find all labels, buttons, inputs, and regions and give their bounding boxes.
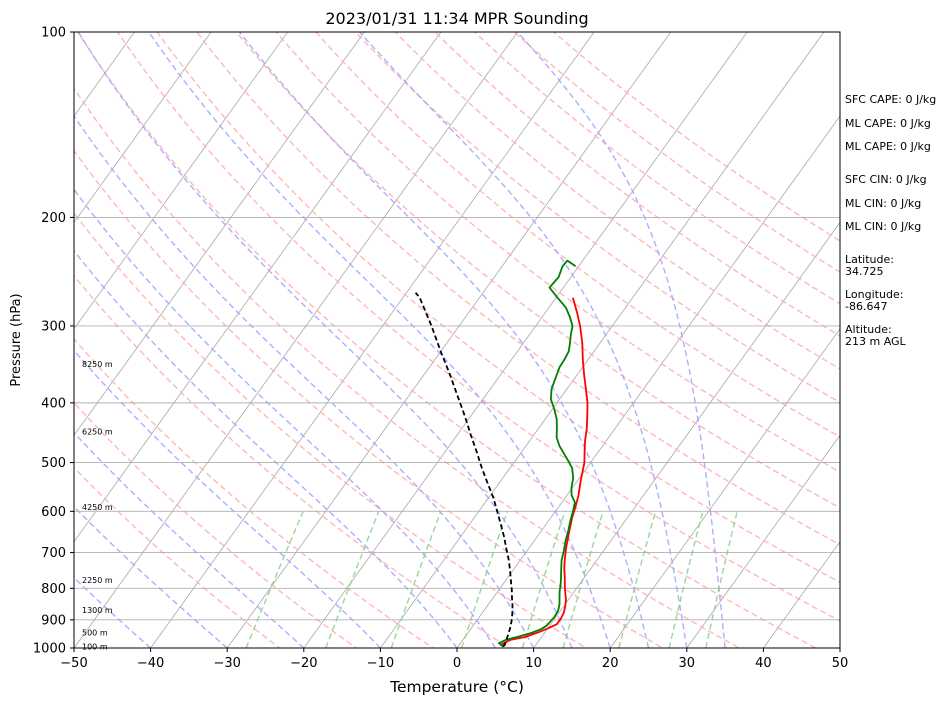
isotherm-line <box>907 18 946 661</box>
moist-adiabat-line <box>74 431 305 648</box>
height-label: 100 m <box>82 643 108 652</box>
moist-adiabat-line <box>238 32 650 648</box>
isotherm-line <box>762 540 840 648</box>
x-tick-label: −30 <box>213 656 240 671</box>
x-tick-label: −40 <box>137 656 164 671</box>
y-tick-label: 100 <box>41 26 66 41</box>
x-tick-label: −20 <box>290 656 317 671</box>
chart-title: 2023/01/31 11:34 MPR Sounding <box>325 9 588 28</box>
isotherm-line <box>303 32 748 648</box>
mixing-ratio-line <box>618 511 657 648</box>
moist-adiabat-line <box>74 249 458 648</box>
height-label: 4250 m <box>82 503 113 512</box>
x-tick-label: 30 <box>679 656 696 671</box>
isotherm-line <box>74 32 212 224</box>
x-tick-label: 0 <box>453 656 461 671</box>
x-tick-label: 20 <box>602 656 619 671</box>
moist-adiabat-line <box>359 32 688 648</box>
sfc-cape-label: SFC CAPE: 0 J/kg <box>845 93 937 106</box>
height-label: 6250 m <box>82 427 113 436</box>
temperature-line <box>501 297 589 648</box>
dry-adiabat-line <box>74 337 435 648</box>
dry-adiabat-line <box>196 32 840 546</box>
dry-adiabat-line <box>74 466 281 648</box>
height-label: 1300 m <box>82 606 113 615</box>
mixing-ratio-line <box>325 511 380 648</box>
longitude-label: Longitude: -86.647 <box>845 288 904 313</box>
dry-adiabat-line <box>74 212 588 648</box>
parcel-line <box>414 292 514 648</box>
y-tick-label: 600 <box>41 505 66 520</box>
isotherm-line <box>74 32 519 648</box>
dry-adiabat-line <box>74 149 665 648</box>
ml-cin-label: ML CIN: 0 J/kg <box>845 197 922 210</box>
isotherm-line <box>533 221 840 648</box>
plot-frame <box>73 31 841 649</box>
latitude-label: Latitude: 34.725 <box>845 253 894 278</box>
isotherm-line <box>74 32 365 436</box>
moist-adiabat-line <box>148 32 611 648</box>
moist-adiabat-line <box>74 114 535 648</box>
x-axis-label: Temperature (°C) <box>389 678 524 696</box>
height-labels: 8250 m 6250 m 4250 m 2250 m 1300 m 500 m 100 m <box>82 360 113 652</box>
x-tick-label: 50 <box>832 656 849 671</box>
mixing-ratio-line <box>390 511 442 648</box>
isotherm-line <box>74 32 289 330</box>
y-axis-ticks: 100 200 300 400 500 600 700 800 900 1000 <box>33 26 74 657</box>
moist-adiabat-line <box>516 32 726 648</box>
isotherm-line <box>456 115 840 648</box>
moist-adiabat-line <box>77 32 573 648</box>
moist-adiabat-line <box>74 349 381 648</box>
dry-adiabat-line <box>156 32 840 584</box>
isotherm-line <box>609 328 840 648</box>
x-tick-label: 40 <box>755 656 772 671</box>
mu-cape-label: ML CAPE: 0 J/kg <box>845 140 931 153</box>
x-axis-ticks: −50 −40 −30 −20 −10 0 10 20 30 40 50 <box>60 648 848 671</box>
y-tick-label: 800 <box>41 582 66 597</box>
dry-adiabat-line <box>433 32 840 337</box>
y-tick-label: 400 <box>41 396 66 411</box>
background-lines <box>74 18 946 661</box>
isotherm-line <box>226 32 672 648</box>
isotherm-line <box>150 32 595 648</box>
y-tick-label: 500 <box>41 456 66 471</box>
pressure-grid <box>74 32 840 648</box>
profile-lines <box>414 259 589 648</box>
mixing-ratio-line <box>245 511 304 648</box>
y-tick-label: 1000 <box>33 642 66 657</box>
mu-cin-label: ML CIN: 0 J/kg <box>845 220 922 233</box>
mixing-ratio-line <box>668 511 704 648</box>
dry-adiabat-line <box>76 32 818 648</box>
dewpoint-line <box>497 259 577 648</box>
x-tick-label: −10 <box>367 656 394 671</box>
y-tick-label: 300 <box>41 319 66 334</box>
height-label: 500 m <box>82 629 108 638</box>
dry-adiabat-line <box>74 274 511 648</box>
dry-adiabat-line <box>235 32 840 509</box>
isotherm-line <box>74 32 442 543</box>
dry-adiabat-line <box>354 32 840 404</box>
y-tick-label: 200 <box>41 211 66 226</box>
altitude-label: Altitude: 213 m AGL <box>845 323 906 348</box>
y-tick-label: 900 <box>41 613 66 628</box>
dry-adiabat-line <box>74 401 358 648</box>
x-tick-label: −50 <box>60 656 87 671</box>
moist-adiabat-line <box>74 188 496 648</box>
moist-adiabat-line <box>74 505 228 648</box>
ml-cape-label: ML CAPE: 0 J/kg <box>845 117 931 130</box>
dry-adiabat-line <box>116 32 840 622</box>
sfc-cin-label: SFC CIN: 0 J/kg <box>845 173 927 186</box>
y-tick-label: 700 <box>41 546 66 561</box>
dry-adiabat-line <box>74 87 741 648</box>
x-tick-label: 10 <box>525 656 542 671</box>
dry-adiabat-line <box>275 32 840 473</box>
mixing-ratio-line <box>461 511 509 648</box>
y-axis-label: Pressure (hPa) <box>9 293 24 386</box>
isotherm-line <box>686 434 840 648</box>
mixing-ratio-line <box>705 511 738 648</box>
isotherm-line <box>379 32 825 648</box>
height-label: 2250 m <box>82 576 113 585</box>
height-label: 8250 m <box>82 360 113 369</box>
